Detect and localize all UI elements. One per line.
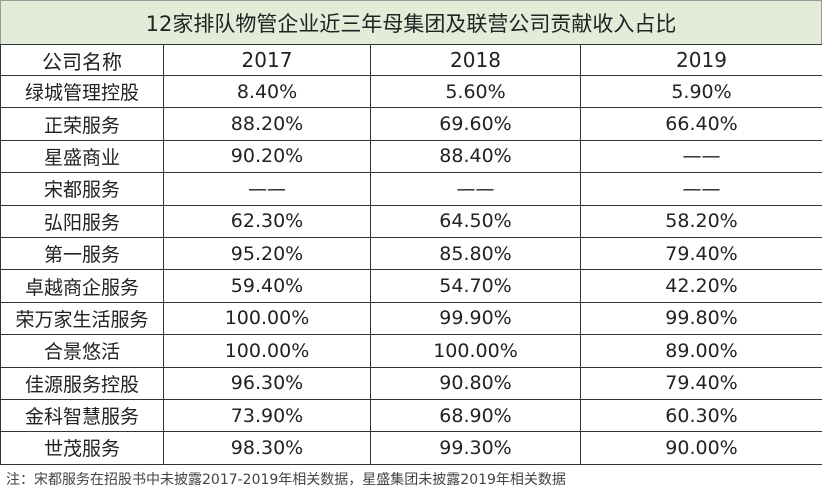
value-cell: 90.80%	[370, 366, 581, 400]
company-name-cell: 合景悠活	[0, 334, 164, 368]
value-cell: 73.90%	[163, 398, 371, 433]
column-header: 公司名称	[0, 44, 164, 76]
value-cell: 5.60%	[370, 74, 581, 109]
value-cell: 100.00%	[163, 334, 371, 368]
column-header: 2017	[163, 44, 371, 76]
footnote: 注：宋都服务在招股书中未披露2017-2019年相关数据，星盛集团未披露2019…	[6, 471, 566, 488]
value-cell: ——	[163, 172, 371, 206]
table-row: 佳源服务控股 96.30% 90.80% 79.40%	[0, 366, 822, 400]
value-cell: 64.50%	[370, 204, 581, 238]
value-cell: 5.90%	[580, 74, 822, 109]
table-row: 绿城管理控股 8.40% 5.60% 5.90%	[0, 74, 822, 109]
value-cell: 58.20%	[580, 204, 822, 238]
value-cell: 98.30%	[163, 431, 371, 465]
table-row: 合景悠活 100.00% 100.00% 89.00%	[0, 334, 822, 368]
column-header: 2018	[370, 44, 581, 76]
table-row: 弘阳服务 62.30% 64.50% 58.20%	[0, 204, 822, 238]
header-row: 公司名称 2017 2018 2019	[0, 44, 822, 76]
value-cell: ——	[580, 139, 822, 174]
table-row: 荣万家生活服务 100.00% 99.90% 99.80%	[0, 301, 822, 336]
value-cell: 100.00%	[370, 334, 581, 368]
value-cell: 69.60%	[370, 107, 581, 141]
value-cell: 85.80%	[370, 236, 581, 271]
company-name-cell: 卓越商企服务	[0, 269, 164, 303]
value-cell: ——	[370, 172, 581, 206]
column-header: 2019	[580, 44, 822, 76]
value-cell: 99.80%	[580, 301, 822, 336]
value-cell: 99.30%	[370, 431, 581, 465]
company-name-cell: 金科智慧服务	[0, 398, 164, 433]
value-cell: 88.40%	[370, 139, 581, 174]
company-name-cell: 绿城管理控股	[0, 74, 164, 109]
value-cell: 8.40%	[163, 74, 371, 109]
value-cell: 62.30%	[163, 204, 371, 238]
value-cell: 100.00%	[163, 301, 371, 336]
value-cell: 96.30%	[163, 366, 371, 400]
value-cell: 89.00%	[580, 334, 822, 368]
table-row: 宋都服务 —— —— ——	[0, 172, 822, 206]
value-cell: 90.00%	[580, 431, 822, 465]
table-row: 第一服务 95.20% 85.80% 79.40%	[0, 236, 822, 271]
company-name-cell: 世茂服务	[0, 431, 164, 465]
table-row: 卓越商企服务 59.40% 54.70% 42.20%	[0, 269, 822, 303]
table-row: 星盛商业 90.20% 88.40% ——	[0, 139, 822, 174]
company-name-cell: 宋都服务	[0, 172, 164, 206]
value-cell: 90.20%	[163, 139, 371, 174]
value-cell: 79.40%	[580, 236, 822, 271]
value-cell: 99.90%	[370, 301, 581, 336]
company-name-cell: 星盛商业	[0, 139, 164, 174]
value-cell: 66.40%	[580, 107, 822, 141]
data-table: 公司名称 2017 2018 2019 绿城管理控股 8.40% 5.60% 5.90% 正荣…	[0, 44, 822, 465]
table-row: 正荣服务 88.20% 69.60% 66.40%	[0, 107, 822, 141]
value-cell: 54.70%	[370, 269, 581, 303]
table-title: 12家排队物管企业近三年母集团及联营公司贡献收入占比	[0, 0, 822, 44]
value-cell: 59.40%	[163, 269, 371, 303]
company-name-cell: 第一服务	[0, 236, 164, 271]
value-cell: 60.30%	[580, 398, 822, 433]
company-name-cell: 佳源服务控股	[0, 366, 164, 400]
table-row: 金科智慧服务 73.90% 68.90% 60.30%	[0, 398, 822, 433]
company-name-cell: 荣万家生活服务	[0, 301, 164, 336]
value-cell: 88.20%	[163, 107, 371, 141]
table-row: 世茂服务 98.30% 99.30% 90.00%	[0, 431, 822, 465]
value-cell: 68.90%	[370, 398, 581, 433]
value-cell: 79.40%	[580, 366, 822, 400]
value-cell: 95.20%	[163, 236, 371, 271]
company-name-cell: 正荣服务	[0, 107, 164, 141]
value-cell: ——	[580, 172, 822, 206]
company-name-cell: 弘阳服务	[0, 204, 164, 238]
value-cell: 42.20%	[580, 269, 822, 303]
